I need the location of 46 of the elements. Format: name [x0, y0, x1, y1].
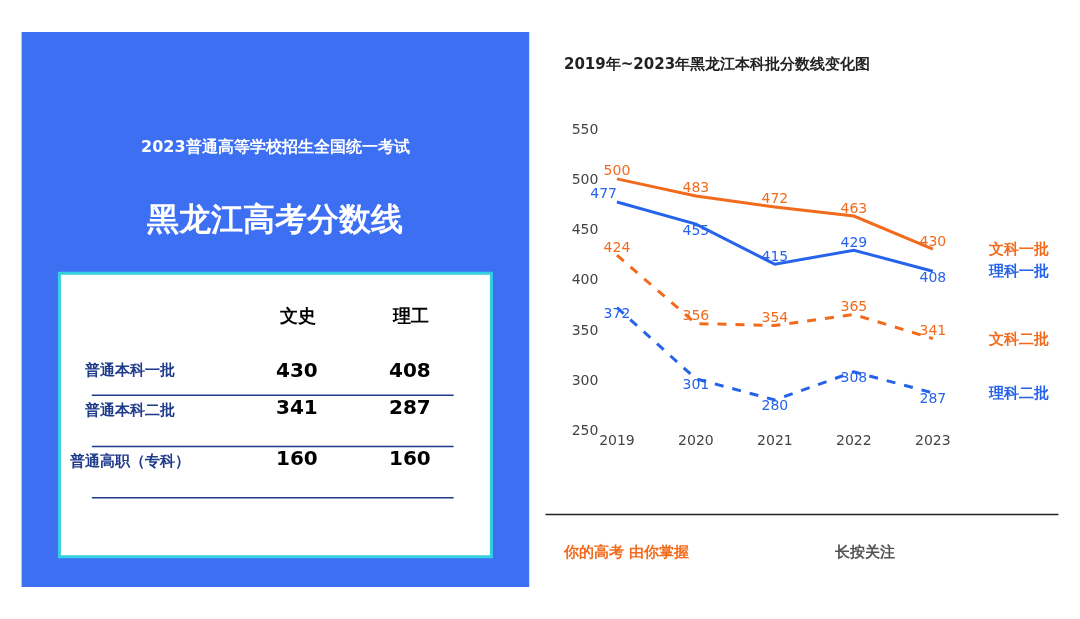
text: 你的高考 由你掌握	[563, 543, 690, 561]
x-tick-label: 2022	[836, 432, 872, 449]
data-label: 341	[919, 322, 947, 339]
text: 160	[276, 446, 318, 470]
x-tick-label: 2021	[757, 432, 793, 449]
x-tick-label: 2019	[599, 432, 635, 449]
text: 黑龙江高考分数线	[147, 200, 403, 238]
data-label: 463	[840, 199, 868, 216]
data-label: 354	[761, 309, 789, 326]
y-tick-label: 300	[571, 371, 599, 388]
x-tick-label: 2020	[678, 432, 714, 449]
text: 长按关注	[834, 543, 895, 561]
text: 文科二批	[988, 330, 1049, 348]
y-tick-label: 450	[571, 221, 599, 237]
text: 普通高职（专科）	[69, 452, 190, 470]
text: 普通本科二批	[84, 401, 175, 419]
data-label: 365	[840, 298, 868, 315]
chart-title: 2019年~2023年黑龙江本科批分数线变化图	[564, 55, 871, 73]
y-tick-label: 350	[571, 321, 599, 338]
text: 理科二批	[988, 384, 1049, 402]
text: 287	[389, 395, 431, 419]
text: 160	[389, 446, 431, 470]
text: 理工	[392, 305, 429, 326]
text: 408	[389, 358, 431, 382]
text: 430	[276, 358, 318, 382]
x-tick-label: 2023	[915, 432, 951, 449]
y-tick-label: 400	[571, 271, 599, 288]
text: 理科一批	[988, 262, 1049, 280]
data-label: 408	[919, 268, 947, 285]
text: 2023普通高等学校招生全国统一考试	[141, 137, 410, 156]
data-label: 483	[682, 179, 710, 196]
data-label: 500	[603, 162, 631, 179]
text: 普通本科一批	[84, 361, 175, 379]
data-label: 430	[919, 232, 947, 249]
text: 文史	[279, 305, 316, 326]
data-label: 287	[919, 390, 947, 407]
data-label: 472	[761, 190, 789, 207]
y-tick-label: 500	[571, 170, 599, 187]
y-tick-label: 250	[571, 422, 599, 438]
text: 文科一批	[988, 240, 1049, 258]
data-label: 429	[840, 233, 868, 250]
data-label: 280	[761, 397, 789, 414]
text: 341	[276, 395, 318, 419]
data-label: 424	[603, 238, 631, 255]
y-tick-label: 550	[571, 120, 599, 137]
data-label: 477	[590, 185, 617, 202]
